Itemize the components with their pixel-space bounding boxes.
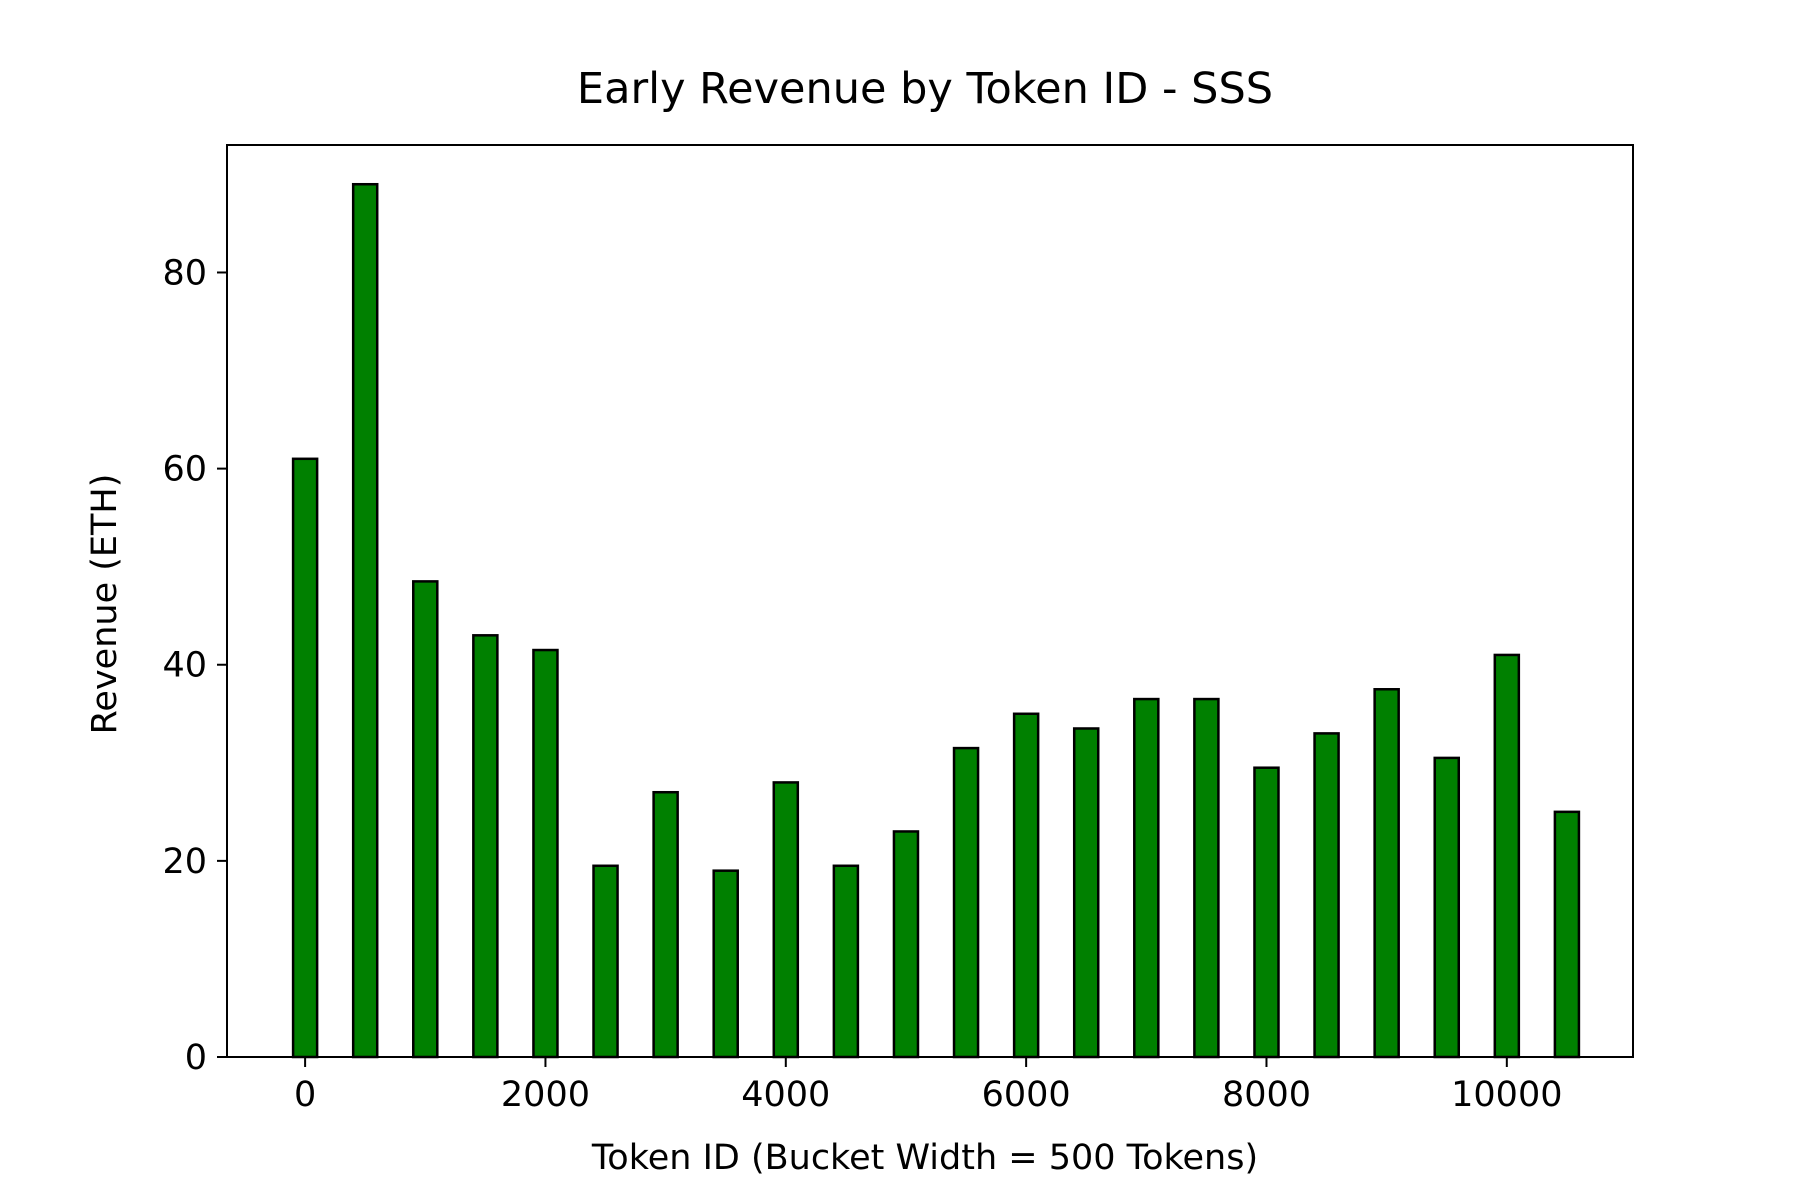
x-tick-label: 2000 [501,1075,590,1115]
y-tick-label: 20 [162,842,207,882]
chart-title: Early Revenue by Token ID - SSS [577,64,1273,114]
bar-8000 [1253,766,1280,1059]
bar-7000 [1133,697,1160,1059]
x-tick-label: 8000 [1222,1075,1311,1115]
x-axis-label: Token ID (Bucket Width = 500 Tokens) [591,1138,1258,1178]
y-tick-label: 40 [162,646,207,686]
y-axis-ticks: 0 20 40 60 80 [162,253,227,1078]
bar-3000 [652,790,679,1059]
bar-3500 [712,869,739,1059]
bar-5000 [892,830,920,1059]
x-tick-label: 0 [294,1075,316,1115]
x-tick-label: 10000 [1451,1075,1562,1115]
bar-5500 [952,746,980,1059]
bar-10000 [1493,653,1521,1059]
x-tick-label: 4000 [741,1075,830,1115]
bar-500 [351,182,379,1059]
plot-frame [226,144,1634,1058]
y-tick-label: 0 [185,1038,207,1078]
x-axis-ticks: 0 2000 4000 6000 8000 10000 [294,1057,1562,1115]
bar-6500 [1072,727,1100,1059]
bar-9000 [1373,688,1400,1059]
y-axis-label: Revenue (ETH) [85,474,125,735]
bar-4500 [832,864,860,1059]
bar-2500 [592,864,619,1059]
bar-1500 [472,634,499,1059]
bar-9500 [1433,756,1461,1059]
bar-2000 [532,648,559,1059]
bar-4000 [772,781,800,1059]
x-tick-label: 6000 [982,1075,1071,1115]
bar-0 [291,457,319,1059]
bar-10500 [1553,810,1581,1059]
bar-7500 [1193,697,1220,1059]
y-tick-label: 60 [162,450,207,490]
bar-8500 [1313,732,1340,1059]
bar-6000 [1012,712,1040,1059]
y-tick-label: 80 [162,253,207,293]
bars-group [291,182,1581,1059]
bar-1000 [412,580,439,1059]
